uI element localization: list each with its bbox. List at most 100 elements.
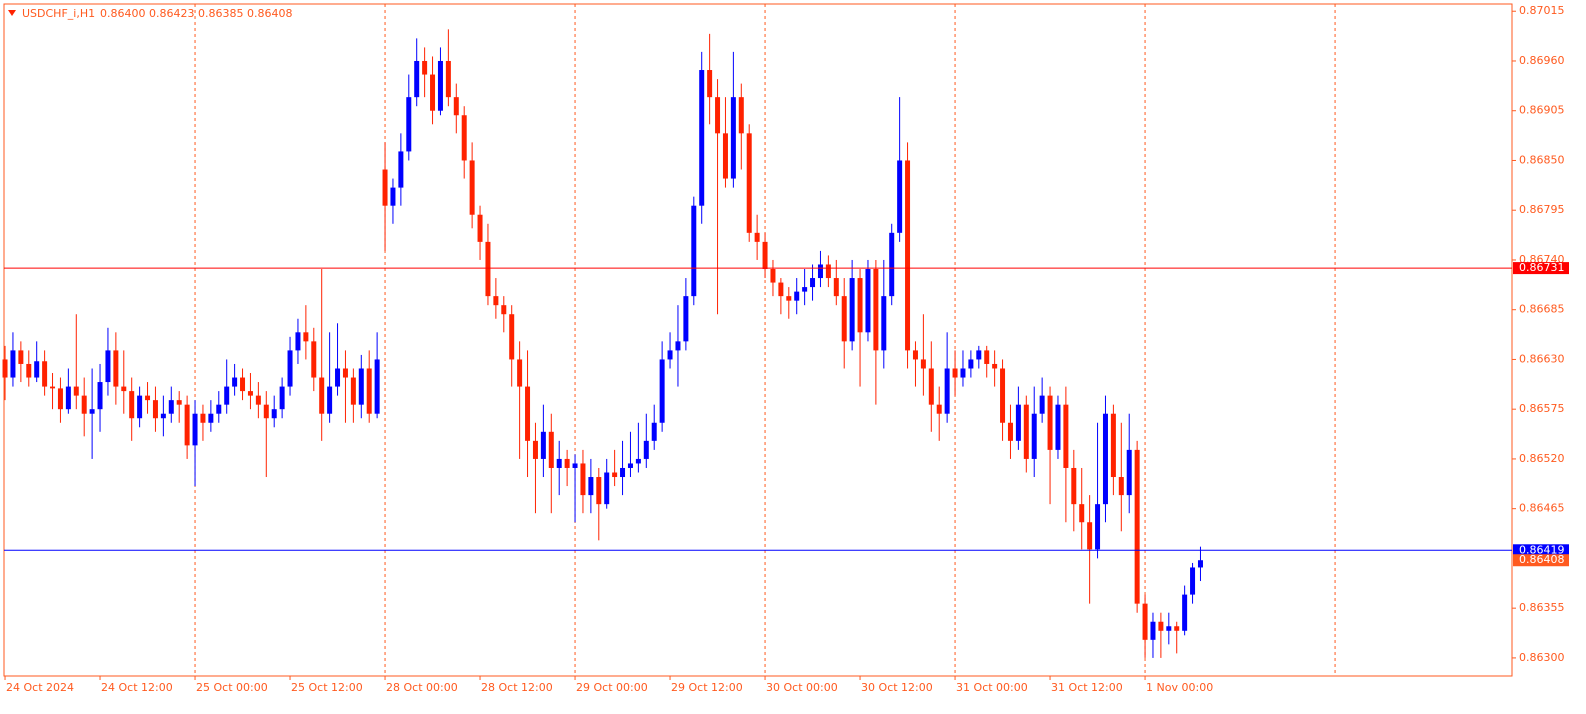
candle-body bbox=[2, 359, 8, 378]
quote-value: 0.86408 bbox=[247, 7, 293, 20]
candle-body bbox=[287, 350, 293, 387]
candle-body bbox=[905, 160, 911, 351]
candle-body bbox=[1190, 567, 1196, 595]
candle-body bbox=[699, 70, 705, 206]
candle-body bbox=[920, 359, 926, 369]
candle-body bbox=[319, 377, 325, 414]
candle-body bbox=[532, 440, 538, 459]
candle-body bbox=[18, 350, 24, 364]
quote: 0.86400 0.86423 0.86385 0.86408 bbox=[100, 7, 293, 20]
candle-body bbox=[390, 187, 396, 206]
candle-body bbox=[572, 463, 578, 468]
candle-body bbox=[817, 264, 823, 279]
candle-body bbox=[437, 60, 443, 111]
candle-body bbox=[50, 386, 56, 389]
y-tick-label: 0.86520 bbox=[1519, 452, 1565, 465]
candle-body bbox=[857, 278, 863, 333]
candle-body bbox=[833, 278, 839, 297]
candle-body bbox=[216, 404, 222, 414]
y-tick-label: 0.86850 bbox=[1519, 153, 1565, 166]
candle-body bbox=[430, 74, 436, 111]
candle-body bbox=[627, 463, 633, 468]
candle-body bbox=[897, 160, 903, 233]
candle-body bbox=[342, 368, 348, 378]
candle-body bbox=[1095, 504, 1101, 550]
candle-body bbox=[113, 350, 119, 387]
current-price-box bbox=[1513, 554, 1569, 567]
candle-body bbox=[184, 404, 190, 446]
quote-value: 0.86385 bbox=[198, 7, 244, 20]
candle-body bbox=[414, 60, 420, 98]
candle-body bbox=[1182, 594, 1188, 631]
candle-body bbox=[445, 60, 451, 98]
candle-body bbox=[1174, 626, 1180, 631]
candle-body bbox=[97, 382, 103, 410]
candle-body bbox=[960, 368, 966, 378]
candle-body bbox=[382, 169, 388, 206]
x-tick-label: 28 Oct 00:00 bbox=[386, 681, 458, 694]
x-tick-label: 29 Oct 12:00 bbox=[671, 681, 743, 694]
candle-body bbox=[65, 386, 71, 410]
candle-body bbox=[849, 278, 855, 342]
candle-body bbox=[659, 359, 665, 423]
candle-body bbox=[738, 97, 744, 134]
candle-body bbox=[691, 205, 697, 297]
y-tick-label: 0.87015 bbox=[1519, 4, 1565, 17]
candle-body bbox=[224, 386, 230, 405]
candle-body bbox=[366, 368, 372, 414]
candle-body bbox=[1079, 504, 1085, 523]
candle-body bbox=[889, 232, 895, 297]
candle-body bbox=[762, 241, 768, 270]
candle-body bbox=[746, 133, 752, 233]
header-arrow bbox=[8, 10, 16, 16]
y-tick-label: 0.86465 bbox=[1519, 502, 1565, 515]
candle-body bbox=[928, 368, 934, 405]
candle-body bbox=[240, 377, 246, 392]
symbol: USDCHF_i,H1 bbox=[22, 7, 95, 20]
x-tick-label: 31 Oct 12:00 bbox=[1051, 681, 1123, 694]
candle-body bbox=[976, 350, 982, 360]
candle-body bbox=[176, 400, 182, 405]
y-tick-label: 0.86905 bbox=[1519, 104, 1565, 117]
x-tick-label: 28 Oct 12:00 bbox=[481, 681, 553, 694]
candle-body bbox=[730, 97, 736, 179]
candle-body bbox=[556, 458, 562, 468]
candle-body bbox=[105, 350, 111, 383]
candle-body bbox=[295, 332, 301, 351]
candle-body bbox=[675, 341, 681, 351]
candle-body bbox=[232, 377, 238, 387]
candle-body bbox=[841, 296, 847, 342]
candle-body bbox=[1047, 395, 1053, 450]
candle-body bbox=[1023, 404, 1029, 459]
candle-body bbox=[540, 431, 546, 459]
grid: 24 Oct 2024 24 Oct 12:00 25 Oct 00:00 25 Oc… bbox=[4, 4, 1565, 694]
candle-body bbox=[263, 404, 269, 419]
y-tick-label: 0.86685 bbox=[1519, 303, 1565, 316]
quote-value: 0.86423 bbox=[149, 7, 195, 20]
candle-body bbox=[509, 314, 515, 360]
candle-body bbox=[358, 368, 364, 405]
candle-body bbox=[247, 391, 253, 396]
candle-body bbox=[1000, 368, 1006, 423]
candle-body bbox=[968, 359, 974, 369]
candles bbox=[2, 29, 1203, 658]
candle-body bbox=[548, 431, 554, 468]
candle-body bbox=[825, 264, 831, 279]
candle-body bbox=[1142, 603, 1148, 640]
candle-body bbox=[1102, 413, 1108, 505]
candle-body bbox=[335, 368, 341, 387]
candle-body bbox=[770, 269, 776, 283]
candle-body bbox=[1134, 449, 1140, 604]
candle-body bbox=[311, 341, 317, 378]
candle-body bbox=[152, 400, 158, 419]
candle-body bbox=[643, 440, 649, 459]
candle-body bbox=[81, 395, 87, 414]
candle-body bbox=[810, 278, 816, 288]
candle-body bbox=[525, 386, 531, 441]
price-label-box bbox=[1513, 544, 1569, 557]
y-tick-label: 0.86300 bbox=[1519, 651, 1565, 664]
candle-body bbox=[881, 296, 887, 351]
candle-body bbox=[255, 395, 261, 405]
candle-body bbox=[612, 472, 618, 478]
